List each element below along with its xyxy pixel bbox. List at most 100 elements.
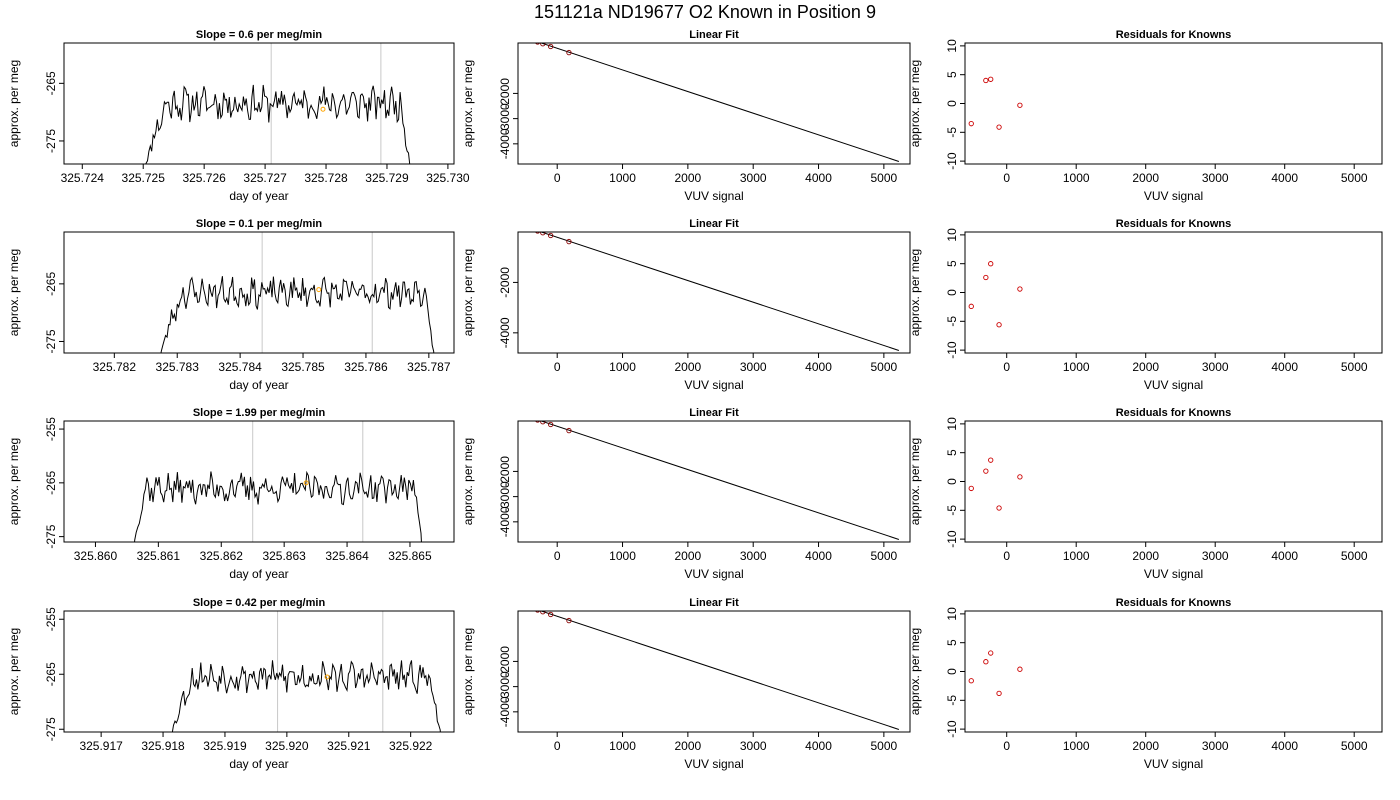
panel-timeseries-row-1: 325.782 325.783 325.784 325.785 325.786 325.7… xyxy=(7,218,455,392)
y-tick-label: 10 xyxy=(945,417,959,431)
x-tick-label: 3000 xyxy=(1202,739,1229,753)
y-tick-label: 0 xyxy=(945,668,959,675)
x-axis-label: VUV signal xyxy=(684,378,743,392)
data-point xyxy=(1017,286,1023,292)
x-axis-label: VUV signal xyxy=(684,189,743,203)
data-point xyxy=(988,261,994,267)
x-axis-label: day of year xyxy=(229,757,288,771)
y-axis-label: approx. per meg xyxy=(908,60,922,147)
x-tick-label: 325.785 xyxy=(281,360,325,374)
y-tick-label: 5 xyxy=(945,260,959,267)
data-point xyxy=(988,650,994,656)
x-tick-label: 5000 xyxy=(871,549,898,563)
series-line xyxy=(145,84,411,164)
y-tick-label: -3000 xyxy=(498,103,512,134)
panel-title: Linear Fit xyxy=(689,29,739,41)
x-tick-label: 325.727 xyxy=(243,171,287,185)
data-point xyxy=(983,468,989,474)
x-tick-label: 5000 xyxy=(871,360,898,374)
panel-title: Slope = 0.42 per meg/min xyxy=(193,597,326,609)
y-tick-label: 10 xyxy=(945,228,959,242)
x-tick-label: 4000 xyxy=(1271,739,1298,753)
series-line xyxy=(160,276,435,353)
y-tick-label: -3000 xyxy=(498,671,512,702)
x-tick-label: 0 xyxy=(554,739,561,753)
x-tick-label: 4000 xyxy=(1271,171,1298,185)
x-tick-label: 3000 xyxy=(740,171,767,185)
x-tick-label: 3000 xyxy=(740,360,767,374)
x-tick-label: 325.919 xyxy=(203,739,247,753)
plot-frame xyxy=(63,231,455,354)
y-tick-label: 5 xyxy=(945,639,959,646)
x-tick-label: 325.783 xyxy=(156,360,200,374)
fit-line xyxy=(539,43,900,162)
y-tick-label: 10 xyxy=(945,607,959,621)
x-tick-label: 2000 xyxy=(675,171,702,185)
x-tick-label: 325.864 xyxy=(325,549,369,563)
y-tick-label: -4000 xyxy=(498,317,512,348)
x-tick-label: 3000 xyxy=(1202,360,1229,374)
y-tick-label: -275 xyxy=(44,129,58,153)
panel-residuals-row-1: 0 1000 2000 3000 4000 5000 10 5 0 -5 -10 Residuals … xyxy=(908,218,1383,392)
x-tick-label: 3000 xyxy=(1202,171,1229,185)
plot-area xyxy=(535,43,900,162)
x-tick-label: 4000 xyxy=(805,360,832,374)
y-tick-label: -265 xyxy=(44,71,58,95)
y-tick-label: -2000 xyxy=(498,78,512,109)
plot-frame xyxy=(63,42,455,165)
y-tick-label: 0 xyxy=(945,100,959,107)
data-point xyxy=(548,611,554,618)
x-tick-label: 5000 xyxy=(871,171,898,185)
data-point xyxy=(566,427,572,434)
panel-title: Residuals for Knowns xyxy=(1116,218,1232,230)
data-point xyxy=(968,678,974,684)
x-tick-label: 5000 xyxy=(1341,360,1368,374)
y-axis-label: approx. per meg xyxy=(461,249,475,336)
y-tick-label: -275 xyxy=(44,329,58,353)
y-tick-label: -265 xyxy=(44,272,58,296)
y-axis-label: approx. per meg xyxy=(7,249,21,336)
x-tick-label: 0 xyxy=(1003,171,1010,185)
panel-title: Slope = 0.1 per meg/min xyxy=(196,218,323,230)
x-tick-label: 2000 xyxy=(1132,739,1159,753)
x-tick-label: 5000 xyxy=(1341,549,1368,563)
y-axis-label: approx. per meg xyxy=(908,628,922,715)
x-tick-label: 0 xyxy=(1003,549,1010,563)
plot-area xyxy=(535,421,900,540)
x-tick-label: 0 xyxy=(554,549,561,563)
data-point xyxy=(1017,474,1023,480)
y-tick-label: -265 xyxy=(44,662,58,686)
plot-frame xyxy=(517,610,911,733)
plot-area xyxy=(968,261,1023,328)
data-point xyxy=(996,322,1002,328)
y-tick-label: -3000 xyxy=(498,481,512,512)
panel-title: Residuals for Knowns xyxy=(1116,597,1232,609)
plot-area xyxy=(968,650,1023,697)
x-tick-label: 1000 xyxy=(609,360,636,374)
panel-title: Linear Fit xyxy=(689,218,739,230)
y-tick-label: -255 xyxy=(44,417,58,441)
x-tick-label: 1000 xyxy=(609,739,636,753)
y-axis-label: approx. per meg xyxy=(461,628,475,715)
x-tick-label: 5000 xyxy=(871,739,898,753)
y-tick-label: -275 xyxy=(44,717,58,741)
x-tick-label: 0 xyxy=(554,360,561,374)
x-tick-label: 325.920 xyxy=(265,739,309,753)
x-tick-label: 325.724 xyxy=(61,171,105,185)
data-point xyxy=(983,274,989,281)
data-point xyxy=(566,49,572,56)
series-line xyxy=(134,470,422,542)
data-point xyxy=(988,76,994,82)
data-point xyxy=(1017,102,1023,108)
highlight-point xyxy=(316,287,322,293)
plot-frame xyxy=(63,420,455,543)
x-tick-label: 4000 xyxy=(1271,549,1298,563)
fit-line xyxy=(539,611,900,730)
y-tick-label: 0 xyxy=(945,289,959,296)
x-tick-label: 325.861 xyxy=(137,549,181,563)
y-tick-label: -4000 xyxy=(498,696,512,727)
x-tick-label: 1000 xyxy=(1063,360,1090,374)
data-point xyxy=(540,43,546,47)
plot-frame xyxy=(63,610,455,733)
